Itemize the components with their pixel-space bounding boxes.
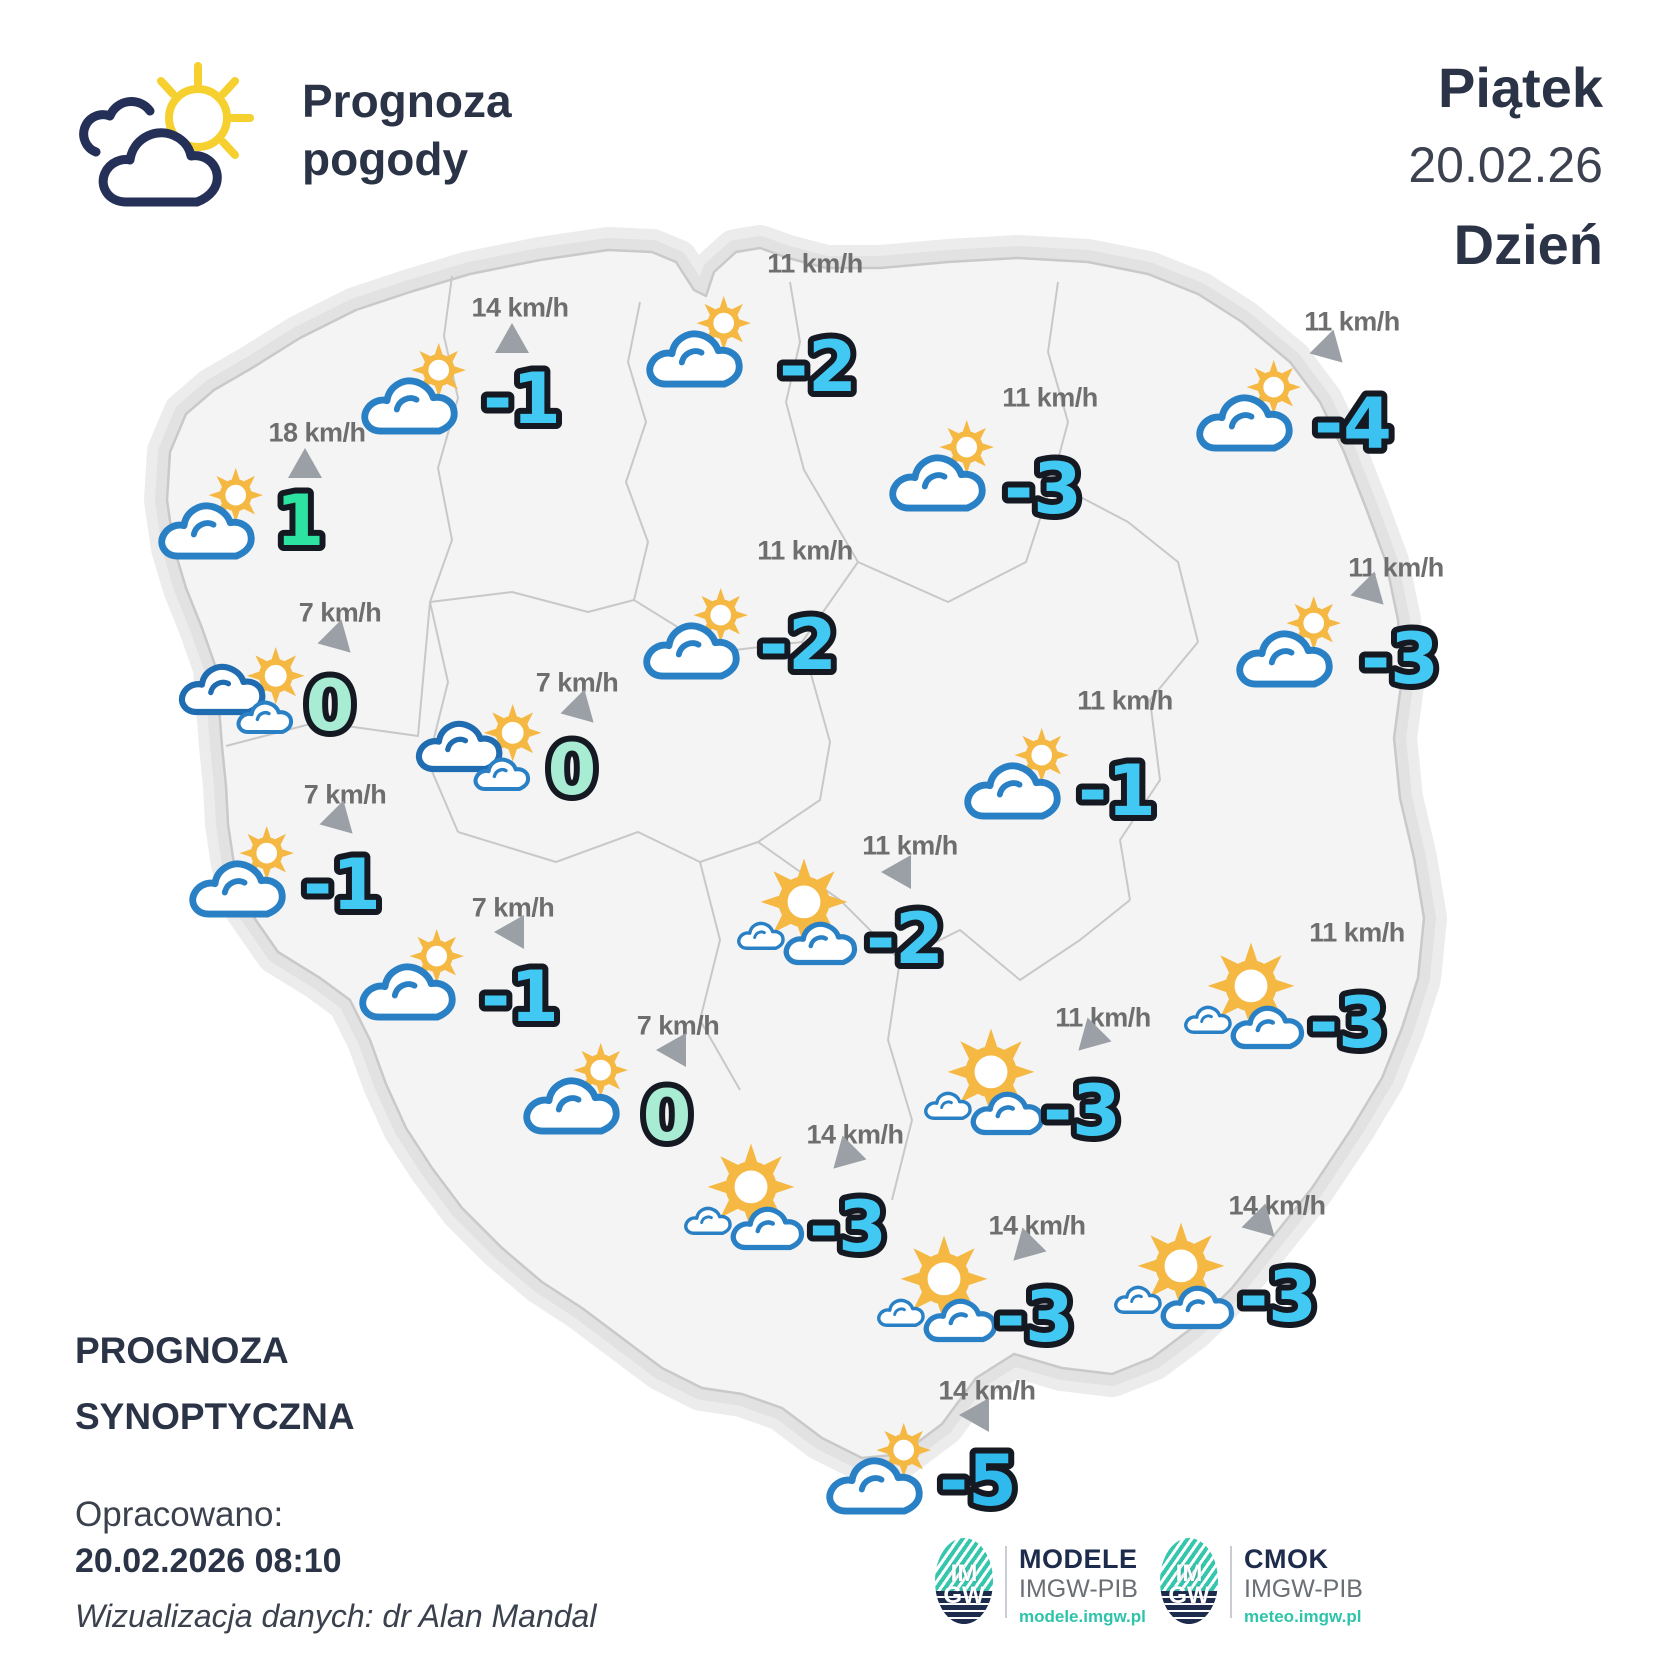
footer-info-block: PROGNOZA SYNOPTYCZNA Opracowano: 20.02.2… (75, 1318, 355, 1584)
imgw-logo-stripes (935, 1591, 993, 1624)
temperature-value: -1 (1078, 750, 1156, 832)
cmok-imgw-logo: IM GW CMOK IMGW-PIB meteo.imgw.pl (1160, 1538, 1490, 1658)
logo-org-sub: IMGW-PIB (1244, 1575, 1363, 1603)
imgw-logo-gw: GW (943, 1582, 985, 1609)
forecast-type-title: PROGNOZA SYNOPTYCZNA (75, 1318, 355, 1450)
wind-speed-label: 14 km/h (1228, 1190, 1326, 1221)
logo-org-url[interactable]: meteo.imgw.pl (1244, 1607, 1362, 1626)
logo-org-name: CMOK (1244, 1544, 1329, 1574)
page-title-line2: pogody (302, 133, 469, 185)
wind-speed-label: 18 km/h (268, 417, 366, 448)
date-value: 20.02.26 (1408, 137, 1603, 193)
prepared-datetime: 20.02.2026 08:10 (75, 1542, 342, 1580)
temperature-value: -1 (481, 956, 559, 1038)
map-region-borders (225, 275, 1199, 1201)
temperature-value: -3 (1361, 618, 1439, 700)
temperature-value: -3 (1239, 1256, 1317, 1338)
wind-speed-label: 11 km/h (1077, 685, 1173, 716)
temperature-value: -2 (866, 898, 944, 980)
wind-speed-label: 11 km/h (1002, 382, 1098, 413)
wind-speed-label: 11 km/h (1309, 917, 1405, 948)
wind-speed-label: 14 km/h (471, 292, 569, 323)
page-title: Prognoza pogody (302, 72, 512, 188)
wind-speed-label: 11 km/h (1304, 306, 1400, 337)
imgw-logo-icon: IM GW (1160, 1538, 1218, 1624)
temperature-value: -3 (1043, 1070, 1121, 1152)
wind-speed-label: 11 km/h (757, 535, 853, 566)
wind-speed-label: 7 km/h (636, 1010, 720, 1041)
temperature-value: -3 (1004, 448, 1082, 530)
logo-divider (1230, 1546, 1232, 1618)
prepared-label: Opracowano: (75, 1495, 284, 1534)
forecast-date-block: Piątek 20.02.26 Dzień (1408, 52, 1603, 284)
logo-org-sub: IMGW-PIB (1019, 1575, 1138, 1603)
temperature-value: 0 (643, 1075, 692, 1157)
wind-speed-label: 7 km/h (303, 779, 387, 810)
wind-speed-label: 14 km/h (806, 1119, 904, 1150)
logo-divider (1005, 1546, 1007, 1618)
imgw-logo-im: IM (1175, 1560, 1203, 1587)
imgw-logo-stripes (1160, 1591, 1218, 1624)
forecast-type-line1: PROGNOZA (75, 1330, 289, 1371)
wind-speed-label: 11 km/h (1055, 1002, 1151, 1033)
wind-speed-label: 14 km/h (988, 1210, 1086, 1241)
temperature-value: -2 (759, 604, 837, 686)
imgw-logo-icon: IM GW (935, 1538, 993, 1624)
modele-imgw-logo: IM GW MODELE IMGW-PIB modele.imgw.pl (935, 1538, 1265, 1658)
temperature-value: 0 (306, 665, 355, 747)
wind-speed-label: 7 km/h (535, 667, 619, 698)
app-logo-cloud-sun-icon (79, 62, 254, 207)
wind-speed-label: 11 km/h (1348, 552, 1444, 583)
temperature-value: -3 (809, 1186, 887, 1268)
imgw-logo-im: IM (950, 1560, 978, 1587)
map-country-shape (165, 246, 1426, 1460)
day-name: Piątek (1438, 56, 1603, 119)
temperature-value: 0 (548, 729, 597, 811)
temperature-value: 1 (276, 480, 325, 562)
temperature-value: -5 (939, 1440, 1017, 1522)
temperature-value: -1 (483, 358, 561, 440)
period-name: Dzień (1453, 213, 1603, 276)
wind-direction-arrow (288, 448, 322, 478)
data-visualization-credit: Wizualizacja danych: dr Alan Mandal (75, 1598, 597, 1634)
logo-org-url[interactable]: modele.imgw.pl (1019, 1607, 1146, 1626)
imgw-logo-gw: GW (1168, 1582, 1210, 1609)
forecast-type-line2: SYNOPTYCZNA (75, 1396, 355, 1437)
temperature-value: -1 (303, 844, 381, 926)
wind-speed-label: 11 km/h (767, 248, 863, 279)
page-title-line1: Prognoza (302, 75, 512, 127)
wind-direction-arrow (495, 323, 529, 353)
temperature-value: -2 (779, 326, 857, 408)
temperature-value: -3 (996, 1276, 1074, 1358)
temperature-value: -3 (1309, 982, 1387, 1064)
temperature-value: -4 (1314, 383, 1392, 465)
logo-org-name: MODELE (1019, 1544, 1138, 1574)
wind-speed-label: 7 km/h (471, 892, 555, 923)
